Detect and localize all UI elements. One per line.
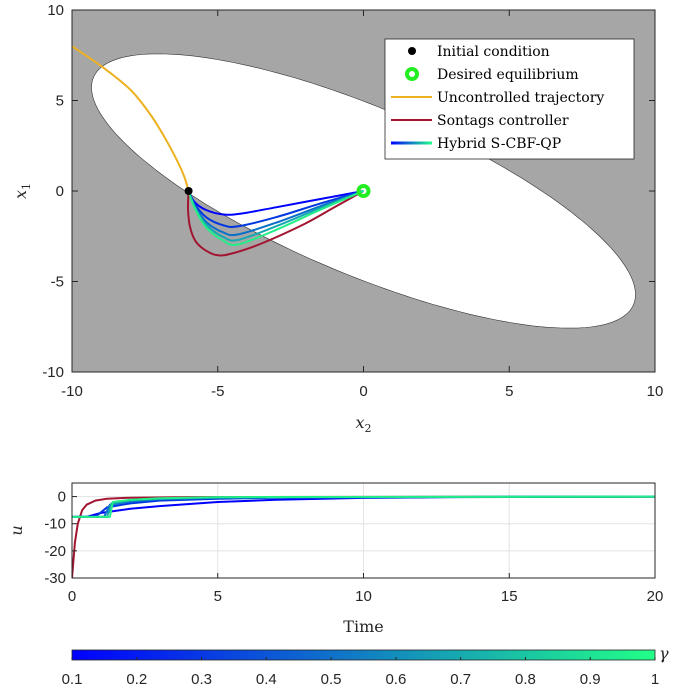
legend-marker-ring bbox=[405, 67, 419, 81]
colorbar-bar bbox=[71, 649, 656, 661]
colorbar-tick-label: 0.3 bbox=[191, 671, 212, 688]
y-tick-label: 10 bbox=[47, 2, 64, 19]
y-tick-label: -5 bbox=[51, 274, 64, 291]
y-tick-label: -20 bbox=[44, 543, 66, 560]
colorbar: 0.1 0.2 0.3 0.4 0.5 0.6 0.7 0.8 0.9 1γ bbox=[62, 644, 669, 688]
colorbar-tick-label: 1 bbox=[651, 671, 659, 688]
y-tick-label: 5 bbox=[56, 93, 64, 110]
legend-label: Desired equilibrium bbox=[437, 67, 579, 83]
colorbar-tick-label: 0.8 bbox=[515, 671, 536, 688]
legend-marker-gradient bbox=[391, 141, 432, 145]
legend-marker-dot bbox=[408, 47, 416, 55]
initial-condition-marker bbox=[184, 187, 193, 195]
y-tick-label: 0 bbox=[58, 489, 66, 506]
legend-box bbox=[384, 38, 635, 160]
x-axis-label: x2 bbox=[355, 413, 371, 435]
x-tick-label: -10 bbox=[61, 383, 83, 400]
colorbar-tick-label: 0.7 bbox=[450, 671, 471, 688]
colorbar-tick-label: 0.5 bbox=[321, 671, 342, 688]
equilibrium-marker bbox=[356, 184, 371, 198]
colorbar-tick-label: 0.2 bbox=[126, 671, 147, 688]
y-tick-label: -10 bbox=[42, 364, 64, 381]
x-tick-label: 20 bbox=[647, 588, 664, 605]
x-tick-label: 0 bbox=[68, 588, 76, 605]
x-tick-label: 5 bbox=[505, 383, 513, 400]
legend-label: Sontags controller bbox=[437, 113, 569, 129]
y-tick-label: 0 bbox=[56, 183, 64, 200]
trajectory-1 bbox=[186, 190, 364, 257]
colorbar-tick-label: 0.1 bbox=[62, 671, 83, 688]
y-axis-label: x1 bbox=[11, 183, 33, 199]
legend: Initial condition Desired equilibrium Unco… bbox=[384, 38, 635, 160]
colorbar-tick-label: 0.9 bbox=[580, 671, 601, 688]
trajectory-2 bbox=[187, 190, 364, 216]
legend-label: Initial condition bbox=[437, 44, 550, 60]
x-axis-label: Time bbox=[343, 617, 383, 636]
trajectory-0 bbox=[72, 45, 190, 192]
y-tick-label: -10 bbox=[44, 516, 66, 533]
y-axis-label: u bbox=[7, 525, 26, 535]
colorbar-tick-label: 0.4 bbox=[256, 671, 277, 688]
x-tick-label: 15 bbox=[501, 588, 518, 605]
legend-label: Uncontrolled trajectory bbox=[437, 90, 604, 106]
x-tick-label: -5 bbox=[211, 383, 224, 400]
y-tick-label: -30 bbox=[44, 570, 66, 587]
x-tick-label: 5 bbox=[214, 588, 222, 605]
phase-plot: -10 -5 0 5 10 -10 -5 0 5 10 x2 x1 Initial condition D… bbox=[11, 2, 663, 435]
trajectory-6 bbox=[187, 190, 364, 246]
x-tick-label: 10 bbox=[355, 588, 372, 605]
x-tick-label: 10 bbox=[647, 383, 664, 400]
legend-label: Hybrid S-CBF-QP bbox=[437, 136, 561, 152]
colorbar-label: γ bbox=[659, 644, 669, 663]
x-tick-label: 0 bbox=[359, 383, 367, 400]
control-plot: 0 5 10 15 20 -30 -20 -10 0 Time u bbox=[7, 482, 664, 636]
colorbar-tick-label: 0.6 bbox=[385, 671, 406, 688]
control-series-5 bbox=[72, 495, 655, 518]
